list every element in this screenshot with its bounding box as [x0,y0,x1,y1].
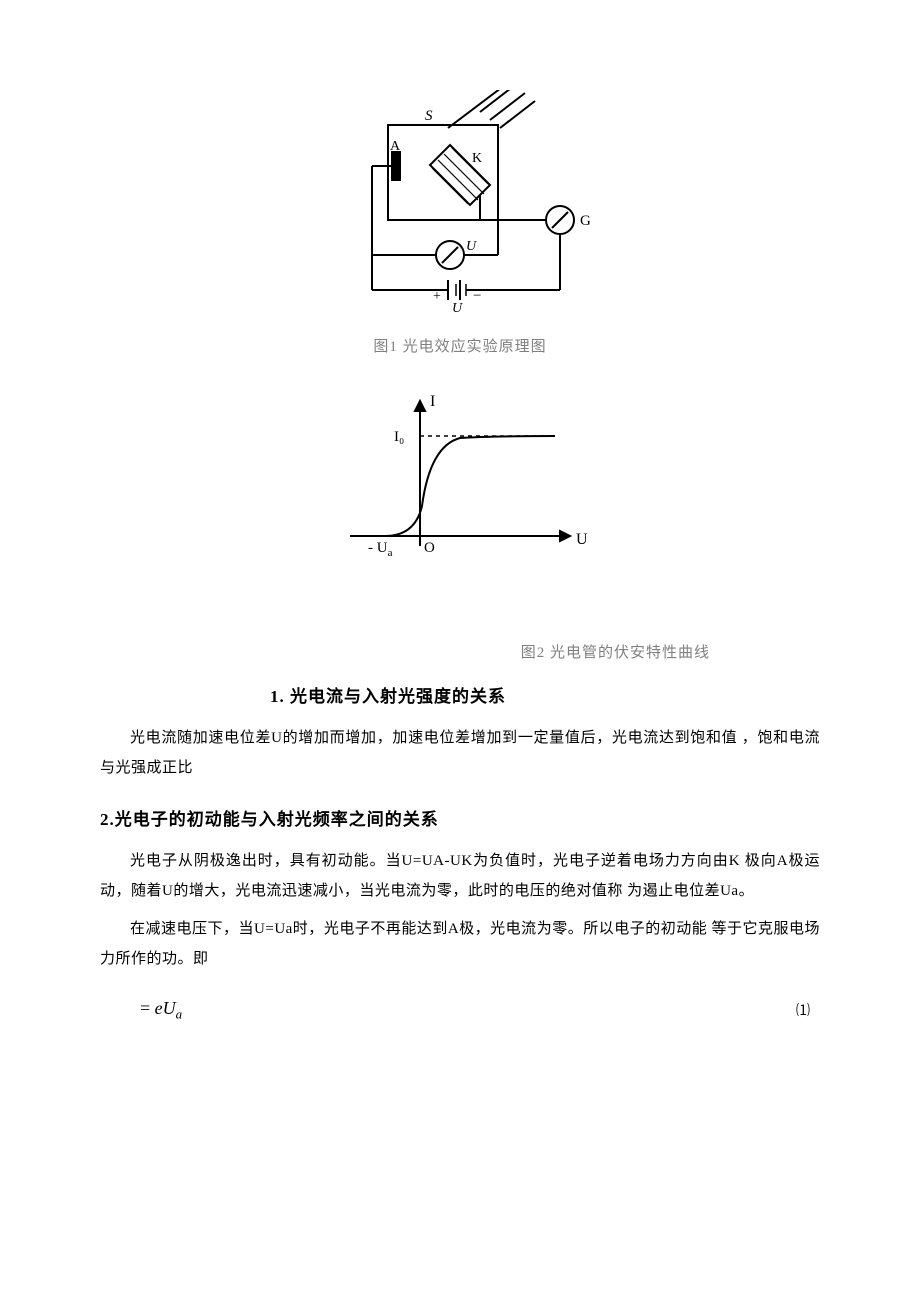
label-U-meter: U [466,239,477,254]
label-G: G [580,213,590,229]
label-A: A [390,139,401,154]
label-plus: + [433,289,441,304]
label-minus: − [473,288,481,304]
label-U-source: U [452,301,463,316]
figure-1: S A K G U + − U 图1 光电效应实验原理图 [100,90,820,356]
figure-2-caption: 图2 光电管的伏安特性曲线 [100,641,820,662]
equation-1-number: ⑴ [796,1000,810,1020]
section-1-para-1: 光电流随加速电位差U的增加而增加，加速电位差增加到一定量值后，光电流达到饱和值 … [100,723,820,783]
section-1-heading: 1. 光电流与入射光强度的关系 [100,682,820,707]
label-O: O [424,540,435,556]
figure-1-caption: 图1 光电效应实验原理图 [100,335,820,356]
label-S: S [425,108,433,124]
equation-1: = eUa [140,998,182,1023]
circuit-diagram: S A K G U + − U [330,90,590,320]
label-U: U [576,531,588,548]
section-2-para-2: 在减速电压下，当U=Ua时，光电子不再能达到A极，光电流为零。所以电子的初动能 … [100,914,820,974]
label-K: K [472,151,482,166]
label-neg-Ua: - Ua [368,540,393,559]
iv-curve: I I₀ O U - Ua [330,386,590,586]
section-2-para-1: 光电子从阴极逸出时，具有初动能。当U=UA-UK为负值时，光电子逆着电场力方向由… [100,846,820,906]
label-I: I [430,393,435,410]
equation-1-row: = eUa ⑴ [100,998,820,1023]
figure-2: I I₀ O U - Ua [100,386,820,601]
label-I0: I₀ [394,429,404,445]
section-2-heading: 2.光电子的初动能与入射光频率之间的关系 [100,805,820,830]
